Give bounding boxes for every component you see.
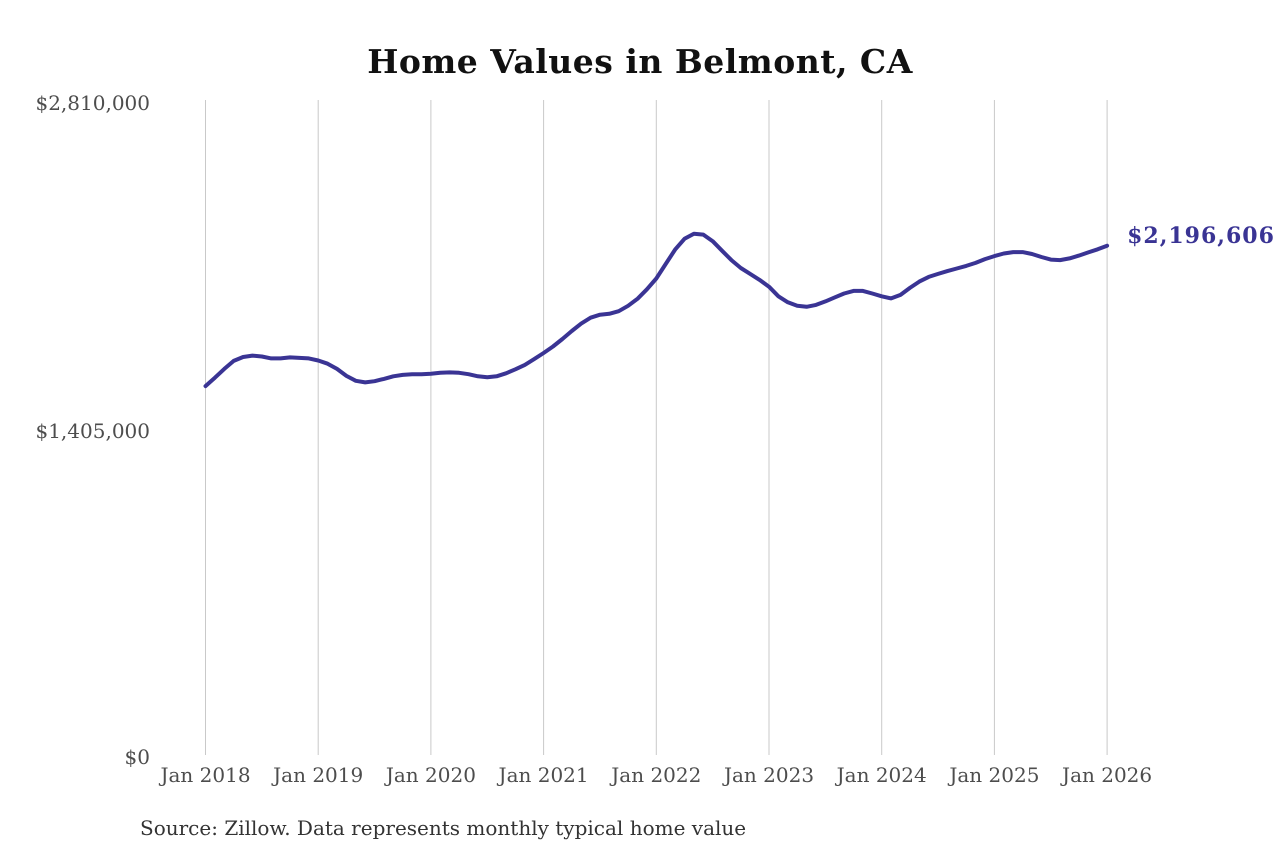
source-note: Source: Zillow. Data represents monthly … (140, 816, 747, 840)
x-tick-label: Jan 2021 (498, 763, 589, 787)
x-tick-label: Jan 2018 (160, 763, 251, 787)
x-tick-label: Jan 2020 (385, 763, 476, 787)
x-tick-label: Jan 2023 (723, 763, 815, 787)
x-tick-label: Jan 2025 (949, 763, 1040, 787)
home-value-line-series (203, 231, 1110, 389)
x-tick-label: Jan 2024 (836, 763, 927, 787)
x-tick-label: Jan 2026 (1062, 763, 1153, 787)
chart-title: Home Values in Belmont, CA (367, 42, 913, 81)
latest-value-label: $2,196,606 (1127, 222, 1275, 249)
y-tick-label: $0 (124, 745, 150, 769)
x-tick-label: Jan 2022 (611, 763, 702, 787)
y-tick-label: $2,810,000 (35, 90, 150, 115)
x-tick-label: Jan 2019 (273, 763, 364, 787)
y-tick-label: $1,405,000 (35, 418, 150, 443)
